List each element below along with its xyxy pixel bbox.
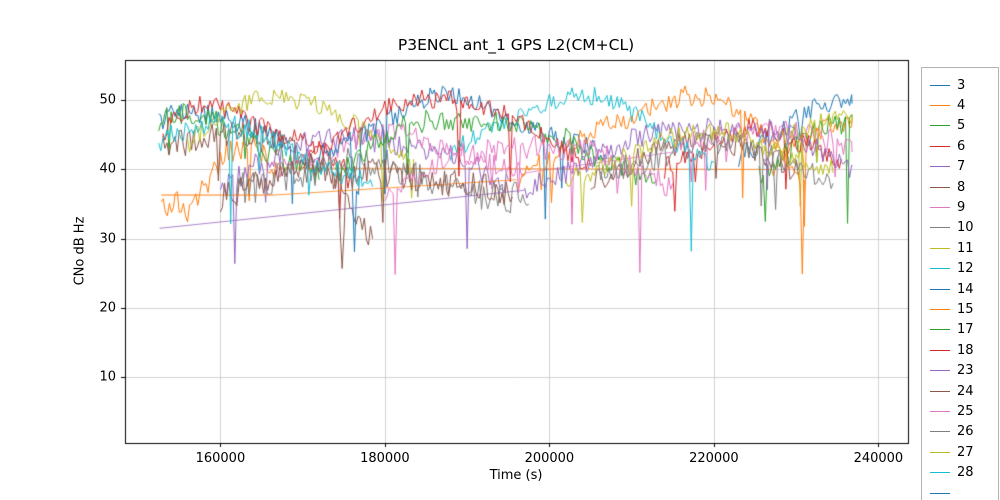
legend-label: 12 bbox=[957, 261, 974, 277]
legend-line-swatch bbox=[930, 84, 950, 86]
legend-line-swatch bbox=[930, 329, 950, 331]
legend-item: 27 bbox=[922, 442, 998, 462]
x-tick-label: 160000 bbox=[195, 451, 246, 466]
legend-line-swatch bbox=[930, 166, 950, 168]
legend-item: 12 bbox=[922, 259, 998, 279]
legend-line-swatch bbox=[930, 410, 950, 412]
legend-item: 4 bbox=[922, 95, 998, 115]
y-tick-label: 40 bbox=[99, 161, 116, 177]
legend-label: 23 bbox=[957, 363, 974, 379]
legend-label: 10 bbox=[957, 220, 974, 236]
legend-line-swatch bbox=[930, 370, 950, 372]
legend-line-swatch bbox=[930, 431, 950, 433]
legend-item: 15 bbox=[922, 299, 998, 319]
legend-label: 24 bbox=[957, 383, 974, 399]
legend-item: 24 bbox=[922, 381, 998, 401]
legend-label: 26 bbox=[957, 424, 974, 440]
legend-line-swatch bbox=[930, 207, 950, 209]
legend-line-swatch bbox=[930, 125, 950, 127]
legend-item: 14 bbox=[922, 279, 998, 299]
legend-label: 17 bbox=[957, 322, 974, 338]
legend-item: 23 bbox=[922, 360, 998, 380]
legend: 3 4 5 6 7 8 9 10 11 12 14 15 17 18 23 24 25 26 27 28 bbox=[921, 67, 999, 500]
y-tick-label: 50 bbox=[99, 92, 116, 108]
legend-line-swatch bbox=[930, 390, 950, 392]
legend-item: 17 bbox=[922, 320, 998, 340]
legend-label: 5 bbox=[957, 118, 966, 134]
legend-label: 4 bbox=[957, 98, 966, 114]
legend-line-swatch bbox=[930, 451, 950, 453]
x-axis-label: Time (s) bbox=[489, 468, 543, 483]
legend-label: 27 bbox=[957, 444, 974, 460]
legend-item bbox=[922, 483, 998, 500]
legend-label: 9 bbox=[957, 200, 966, 216]
legend-line-swatch bbox=[930, 472, 950, 474]
x-tick-label: 240000 bbox=[853, 451, 904, 466]
y-tick-label: 10 bbox=[99, 369, 116, 385]
x-tick-label: 220000 bbox=[689, 451, 739, 466]
legend-label: 11 bbox=[957, 240, 974, 256]
legend-item: 6 bbox=[922, 136, 998, 156]
legend-item: 18 bbox=[922, 340, 998, 360]
legend-label: 8 bbox=[957, 179, 966, 195]
legend-label: 18 bbox=[957, 342, 974, 358]
legend-item: 8 bbox=[922, 177, 998, 197]
legend-label: 14 bbox=[957, 281, 974, 297]
legend-line-swatch bbox=[930, 186, 950, 188]
legend-label: 6 bbox=[957, 138, 966, 154]
chart-title: P3ENCL ant_1 GPS L2(CM+CL) bbox=[397, 36, 635, 54]
y-tick-label: 20 bbox=[99, 300, 116, 316]
legend-item: 10 bbox=[922, 218, 998, 238]
legend-item: 25 bbox=[922, 401, 998, 421]
x-tick-label: 180000 bbox=[360, 451, 410, 466]
legend-line-swatch bbox=[930, 308, 950, 310]
legend-item: 7 bbox=[922, 157, 998, 177]
legend-line-swatch bbox=[930, 105, 950, 107]
legend-item: 11 bbox=[922, 238, 998, 258]
legend-line-swatch bbox=[930, 227, 950, 229]
legend-line-swatch bbox=[930, 492, 950, 494]
legend-label: 7 bbox=[957, 159, 966, 175]
legend-item: 28 bbox=[922, 462, 998, 482]
legend-label: 15 bbox=[957, 301, 974, 317]
legend-line-swatch bbox=[930, 145, 950, 147]
legend-label: 3 bbox=[957, 77, 966, 93]
legend-label: 28 bbox=[957, 465, 974, 481]
x-tick-label: 200000 bbox=[524, 451, 575, 466]
legend-label: 25 bbox=[957, 403, 974, 419]
y-axis-label: CNo dB Hz bbox=[72, 216, 88, 286]
legend-item: 3 bbox=[922, 75, 998, 95]
legend-item: 26 bbox=[922, 422, 998, 442]
legend-line-swatch bbox=[930, 349, 950, 351]
legend-item: 5 bbox=[922, 116, 998, 136]
y-tick-label: 30 bbox=[99, 231, 116, 247]
legend-item: 9 bbox=[922, 197, 998, 217]
legend-line-swatch bbox=[930, 288, 950, 290]
legend-line-swatch bbox=[930, 268, 950, 270]
legend-line-swatch bbox=[930, 247, 950, 249]
